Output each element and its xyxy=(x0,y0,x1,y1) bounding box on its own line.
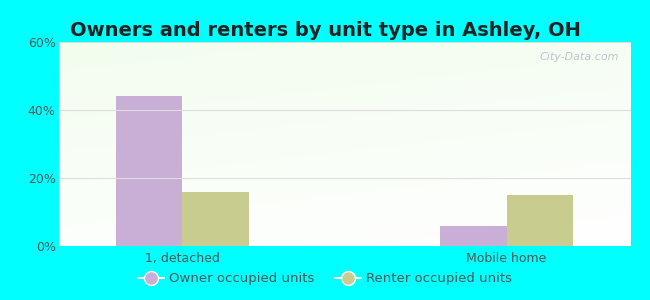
Legend: Owner occupied units, Renter occupied units: Owner occupied units, Renter occupied un… xyxy=(133,267,517,290)
Bar xyxy=(183,192,249,246)
Text: City-Data.com: City-Data.com xyxy=(540,52,619,62)
Bar xyxy=(506,195,573,246)
Bar xyxy=(440,226,506,246)
Bar xyxy=(116,96,183,246)
Text: Owners and renters by unit type in Ashley, OH: Owners and renters by unit type in Ashle… xyxy=(70,21,580,40)
